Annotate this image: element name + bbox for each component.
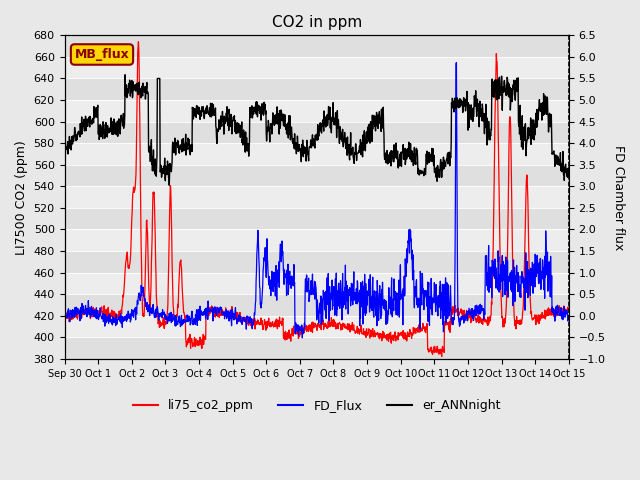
- li75_co2_ppm: [565, 307, 573, 313]
- li75_co2_ppm: [259, 326, 267, 332]
- Bar: [65, 294, 569, 316]
- FD_Flux: [521, 276, 529, 282]
- Bar: [65, 57, 569, 78]
- Bar: [65, 78, 569, 100]
- li75_co2_ppm: [521, 252, 529, 258]
- er_ANNnight: [259, 106, 267, 112]
- li75_co2_ppm: [271, 324, 279, 330]
- li75_co2_ppm: [394, 337, 402, 343]
- Legend: li75_co2_ppm, FD_Flux, er_ANNnight: li75_co2_ppm, FD_Flux, er_ANNnight: [127, 395, 506, 418]
- Bar: [65, 100, 569, 121]
- Bar: [65, 273, 569, 294]
- FD_Flux: [271, 269, 278, 275]
- FD_Flux: [61, 312, 68, 318]
- er_ANNnight: [61, 139, 68, 145]
- Title: CO2 in ppm: CO2 in ppm: [271, 15, 362, 30]
- Y-axis label: LI7500 CO2 (ppm): LI7500 CO2 (ppm): [15, 140, 28, 254]
- Bar: [65, 251, 569, 273]
- er_ANNnight: [477, 106, 485, 112]
- Text: MB_flux: MB_flux: [75, 48, 129, 61]
- Line: er_ANNnight: er_ANNnight: [65, 75, 569, 185]
- FD_Flux: [477, 307, 485, 312]
- Line: FD_Flux: FD_Flux: [65, 63, 569, 338]
- li75_co2_ppm: [477, 316, 485, 322]
- er_ANNnight: [173, 140, 180, 145]
- FD_Flux: [298, 335, 306, 341]
- FD_Flux: [452, 60, 460, 66]
- li75_co2_ppm: [61, 314, 68, 320]
- er_ANNnight: [165, 182, 173, 188]
- er_ANNnight: [271, 112, 279, 118]
- FD_Flux: [394, 305, 402, 311]
- Bar: [65, 165, 569, 186]
- Y-axis label: FD Chamber flux: FD Chamber flux: [612, 144, 625, 250]
- Bar: [65, 121, 569, 143]
- er_ANNnight: [121, 72, 129, 78]
- Bar: [65, 316, 569, 337]
- FD_Flux: [259, 286, 266, 292]
- li75_co2_ppm: [438, 354, 445, 360]
- Bar: [65, 186, 569, 208]
- er_ANNnight: [521, 129, 529, 134]
- FD_Flux: [172, 323, 180, 329]
- Bar: [65, 208, 569, 229]
- Bar: [65, 36, 569, 57]
- FD_Flux: [565, 312, 573, 318]
- er_ANNnight: [394, 165, 402, 171]
- Line: li75_co2_ppm: li75_co2_ppm: [65, 42, 569, 357]
- Bar: [65, 229, 569, 251]
- Bar: [65, 337, 569, 359]
- Bar: [65, 143, 569, 165]
- er_ANNnight: [565, 165, 573, 170]
- li75_co2_ppm: [172, 316, 180, 322]
- li75_co2_ppm: [134, 39, 142, 45]
